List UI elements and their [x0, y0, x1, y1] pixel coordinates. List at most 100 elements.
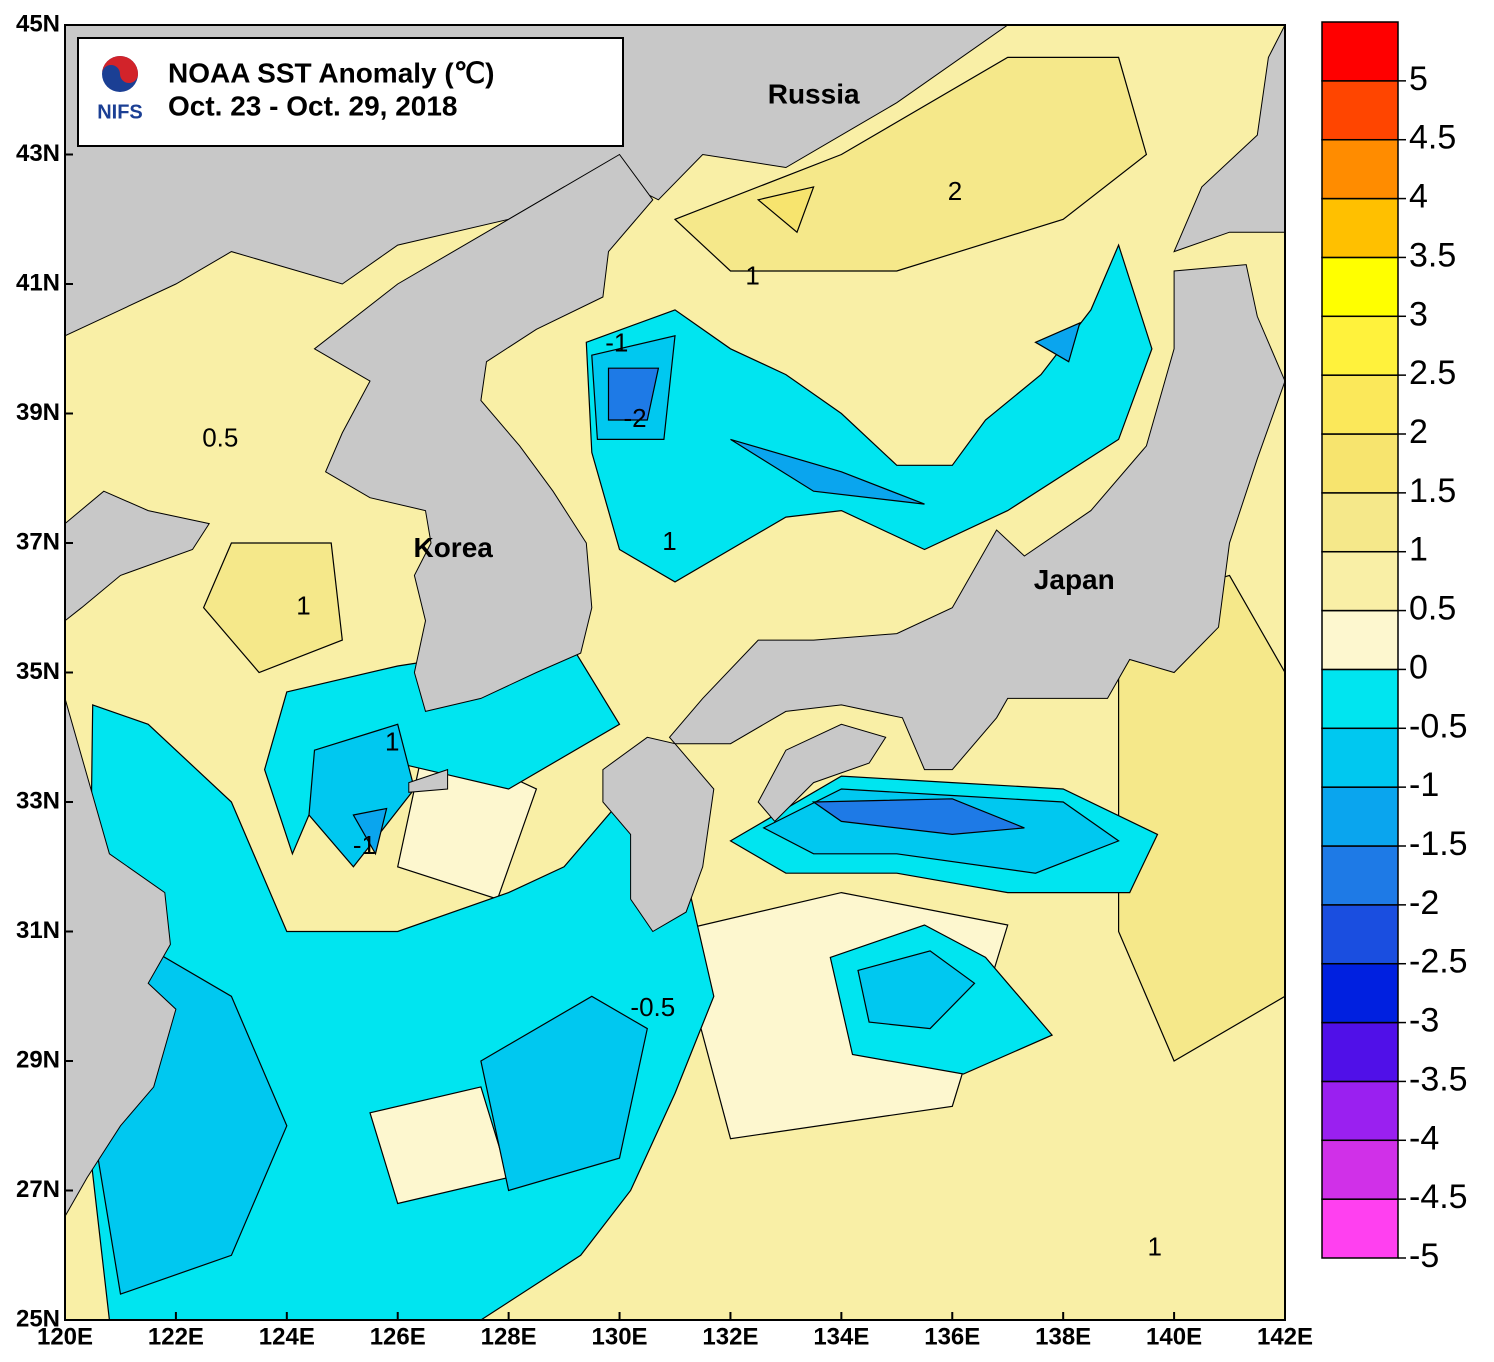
y-tick-label: 29N [16, 1046, 60, 1073]
x-tick-label: 132E [702, 1323, 758, 1350]
colorbar-bin [1321, 256, 1399, 318]
contour-label: 1 [296, 591, 310, 621]
title-box-bg [77, 37, 624, 147]
land [668, 264, 1285, 771]
y-tick-label: 27N [16, 1176, 60, 1203]
y-tick-label: 33N [16, 787, 60, 814]
colorbar-label: 2.5 [1409, 354, 1456, 392]
land [65, 698, 177, 1218]
anomaly-patch [202, 542, 343, 674]
contour-label: -1 [605, 328, 628, 358]
colorbar-label: 2 [1409, 413, 1428, 451]
land [408, 768, 449, 793]
colorbar-label: -4.5 [1409, 1178, 1468, 1216]
anomaly-patch [1118, 574, 1285, 1062]
land [757, 723, 887, 823]
colorbar-bin [1321, 904, 1399, 965]
land [313, 153, 654, 712]
place-label: Japan [1034, 564, 1115, 595]
y-tick-label: 41N [16, 269, 60, 296]
anomaly-patch [857, 950, 976, 1030]
x-tick-label: 128E [481, 1323, 537, 1350]
contour-label: -1 [353, 830, 376, 860]
y-tick-label: 39N [16, 399, 60, 426]
anomaly-patch [585, 243, 1153, 583]
anomaly-patch [730, 438, 925, 505]
x-tick-label: 126E [370, 1323, 426, 1350]
x-tick-label: 142E [1257, 1323, 1313, 1350]
map-field [65, 25, 1285, 1320]
y-tick-label: 45N [16, 10, 60, 37]
x-tick-label: 136E [924, 1323, 980, 1350]
colorbar: -5 -4.5 -4 -3.5 -3 -2.5 -2 -1.5 -1 -0.5 0 0.5 1 1.5 2 2… [1321, 21, 1468, 1275]
anomaly-patch [308, 723, 416, 868]
colorbar-bin [1321, 374, 1399, 435]
anomaly-patch [607, 367, 660, 421]
logo-red [102, 56, 138, 83]
contour-label: -0.5 [630, 992, 675, 1022]
colorbar-bin [1321, 315, 1399, 376]
x-tick-label: 138E [1035, 1323, 1091, 1350]
y-tick-label: 43N [16, 140, 60, 167]
y-tick-label: 31N [16, 917, 60, 944]
colorbar-label: -3 [1409, 1002, 1439, 1040]
colorbar-label: -1 [1409, 766, 1439, 804]
anomaly-patch [480, 995, 648, 1192]
x-tick-label: 134E [813, 1323, 869, 1350]
title: NOAA SST Anomaly (℃) [168, 57, 495, 88]
colorbar-bin [1321, 1080, 1399, 1142]
x-tick-label: 130E [592, 1323, 648, 1350]
colorbar-label: 0 [1409, 648, 1428, 686]
contour-label: 1 [745, 260, 759, 290]
colorbar-bin [1321, 138, 1399, 200]
colorbar-label: 4.5 [1409, 119, 1456, 157]
x-tick-label: 120E [37, 1323, 93, 1350]
colorbar-label: 3 [1409, 295, 1428, 333]
contour-label: 2 [948, 176, 962, 206]
colorbar-label: 0.5 [1409, 590, 1456, 628]
land [602, 736, 715, 933]
contour-label: -2 [624, 403, 647, 433]
anomaly-patch [756, 186, 815, 234]
colorbar-label: -5 [1409, 1237, 1439, 1275]
colorbar-label: 4 [1409, 178, 1428, 216]
x-tick-label: 124E [259, 1323, 315, 1350]
colorbar-bin [1321, 433, 1399, 494]
colorbar-label: -3.5 [1409, 1060, 1468, 1098]
y-tick-label: 35N [16, 658, 60, 685]
colorbar-label: -2 [1409, 884, 1439, 922]
colorbar-bin [1321, 845, 1399, 906]
colorbar-label: 5 [1409, 60, 1428, 98]
colorbar-label: 3.5 [1409, 236, 1456, 274]
land [1173, 25, 1285, 253]
x-tick-label: 122E [148, 1323, 204, 1350]
period: Oct. 23 - Oct. 29, 2018 [168, 90, 458, 121]
colorbar-label: -4 [1409, 1119, 1439, 1157]
y-tick-label: 25N [16, 1305, 60, 1332]
x-tick-label: 140E [1146, 1323, 1202, 1350]
colorbar-bin [1321, 786, 1399, 847]
anomaly-patch [1034, 321, 1081, 363]
anomaly-patch [352, 807, 388, 856]
colorbar-bin [1321, 492, 1399, 553]
colorbar-label: -1.5 [1409, 825, 1468, 863]
contour-label: 1 [385, 727, 399, 757]
colorbar-bin [1321, 21, 1399, 82]
colorbar-bin [1321, 668, 1399, 730]
y-tick-label: 37N [16, 528, 60, 555]
contour-label: 0.5 [202, 422, 238, 452]
contour-label: 1 [662, 526, 676, 556]
anomaly-patch [811, 798, 1025, 836]
colorbar-bin [1321, 80, 1399, 141]
colorbar-bin [1321, 1198, 1399, 1259]
contour-label: 1 [1147, 1232, 1161, 1262]
colorbar-label: 1 [1409, 531, 1428, 569]
colorbar-bin [1321, 727, 1399, 788]
colorbar-label: -0.5 [1409, 707, 1468, 745]
title-box: NIFS NOAA SST Anomaly (℃) Oct. 23 - Oct.… [77, 37, 624, 147]
colorbar-bin [1321, 197, 1399, 259]
colorbar-bin [1321, 1021, 1399, 1083]
colorbar-label: 1.5 [1409, 472, 1456, 510]
